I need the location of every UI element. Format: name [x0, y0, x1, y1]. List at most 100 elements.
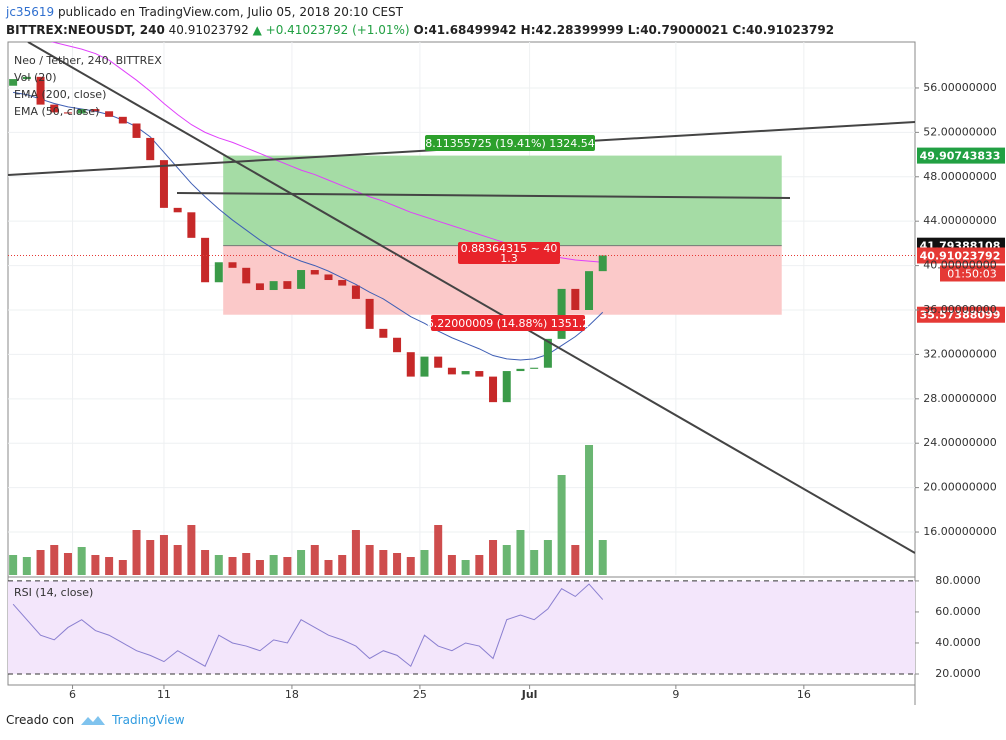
- main-pane: [8, 42, 915, 575]
- ohlc: O:41.68499942 H:42.28399999 L:40.7900002…: [413, 23, 835, 37]
- volume-bar: [36, 550, 45, 575]
- legend-ema: EMA (50, close): [14, 105, 99, 118]
- legend-volume: Vol (20): [14, 71, 57, 84]
- x-tick-label: 16: [797, 688, 811, 701]
- candle-body: [63, 112, 72, 114]
- volume-bar: [242, 553, 251, 575]
- price-badge: [917, 147, 1005, 164]
- volume-bar: [118, 560, 127, 575]
- candle-body: [228, 262, 237, 268]
- volume-bar: [297, 550, 306, 575]
- created: Creado con: [6, 713, 75, 727]
- price-badge-label: 49.90743833: [920, 150, 1001, 163]
- candle-body: [585, 271, 594, 310]
- x-tick-label: 25: [413, 688, 427, 701]
- legend-ema: EMA (200, close): [14, 88, 106, 101]
- candle-body: [351, 285, 360, 299]
- candle-body: [406, 352, 415, 377]
- volume-bar: [351, 530, 360, 575]
- volume-bar: [9, 555, 18, 575]
- candle-body: [365, 298, 374, 329]
- volume-bar: [105, 557, 114, 575]
- volume-bar: [406, 557, 415, 575]
- volume-bar: [324, 560, 333, 575]
- candle-body: [475, 371, 484, 377]
- candle-body: [393, 337, 402, 353]
- y-tick-label: 20.00000000: [923, 481, 996, 494]
- x-tick-label: 6: [69, 688, 76, 701]
- volume-bar: [516, 530, 525, 575]
- candle-body: [214, 262, 223, 283]
- volume-bar: [447, 555, 456, 575]
- volume-bar: [310, 545, 319, 575]
- trend-line: [176, 192, 791, 199]
- position-label: 1.3: [500, 252, 518, 265]
- candle-body: [36, 76, 45, 105]
- price-badge-label: 40.91023792: [920, 249, 1001, 262]
- volume-bar: [379, 550, 388, 575]
- candle-body: [338, 280, 347, 286]
- position-label: 0.88364315 ~ 40: [461, 242, 558, 255]
- position-label-bg: [431, 315, 585, 331]
- y-tick-label: 24.00000000: [923, 436, 996, 449]
- rsi-band: [8, 580, 915, 674]
- position-label: 6.22000009 (14.88%) 1351.2: [427, 317, 590, 330]
- x-tick-label: 9: [672, 688, 679, 701]
- candle-body: [255, 283, 264, 291]
- candle-body: [543, 338, 552, 368]
- candle-body: [118, 116, 127, 124]
- brand[interactable]: TradingView: [112, 713, 185, 727]
- candle-body: [50, 104, 59, 113]
- candle-body: [77, 109, 86, 114]
- rsi-title: RSI (14, close): [14, 586, 93, 599]
- volume-bar: [393, 553, 402, 575]
- position-label-bg: [458, 242, 560, 264]
- candle-body: [447, 367, 456, 375]
- y-tick-label: 28.00000000: [923, 392, 996, 405]
- position-label: 8.11355725 (19.41%) 1324.54: [425, 137, 595, 150]
- last: 40.91023792: [168, 23, 249, 37]
- volume-bar: [543, 540, 552, 575]
- volume-bar: [146, 540, 155, 575]
- candle-body: [187, 212, 196, 238]
- volume-bar: [173, 545, 182, 575]
- volume-bar: [214, 555, 223, 575]
- volume-bar: [461, 560, 470, 575]
- footer: Creado con TradingView: [6, 713, 185, 727]
- candle-body: [297, 270, 306, 289]
- volume-bar: [571, 545, 580, 575]
- candle-body: [283, 281, 292, 289]
- volume-bar: [255, 560, 264, 575]
- volume-bar: [365, 545, 374, 575]
- chart: Neo / Tether, 240, BITTREX Vol (20) EMA (2…: [7, 41, 1005, 705]
- candle-body: [105, 111, 114, 117]
- volume-bar: [22, 557, 31, 575]
- volume-bar: [475, 555, 484, 575]
- volume-bar: [50, 545, 59, 575]
- candle-body: [489, 376, 498, 403]
- candle-body: [571, 288, 580, 310]
- symbol: BITTREX:NEOUSDT, 240: [6, 23, 165, 37]
- header: jc35619 publicado en TradingView.com, Ju…: [6, 3, 834, 39]
- volume-bar: [598, 540, 607, 575]
- volume-bar: [269, 555, 278, 575]
- volume-bar: [63, 553, 72, 575]
- y-tick-label: 32.00000000: [923, 347, 996, 360]
- legend-title: Neo / Tether, 240, BITTREX: [14, 54, 162, 67]
- price-badge: [917, 247, 1005, 264]
- y-tick-label: 52.00000000: [923, 125, 996, 138]
- candle-body: [516, 368, 525, 372]
- published: publicado en TradingView.com, Julio 05, …: [57, 5, 403, 19]
- volume-bar: [159, 535, 168, 575]
- change: ▲ +0.41023792 (+1.01%): [252, 23, 410, 37]
- candle-body: [9, 79, 18, 86]
- candle-body: [22, 76, 31, 80]
- candle-body: [530, 367, 539, 369]
- candle-body: [461, 371, 470, 375]
- y-tick-label: 20.0000: [935, 667, 981, 680]
- x-tick-label: 11: [157, 688, 171, 701]
- countdown-badge: [940, 265, 1005, 282]
- price-badge: [917, 306, 1005, 323]
- user[interactable]: jc35619: [6, 5, 55, 19]
